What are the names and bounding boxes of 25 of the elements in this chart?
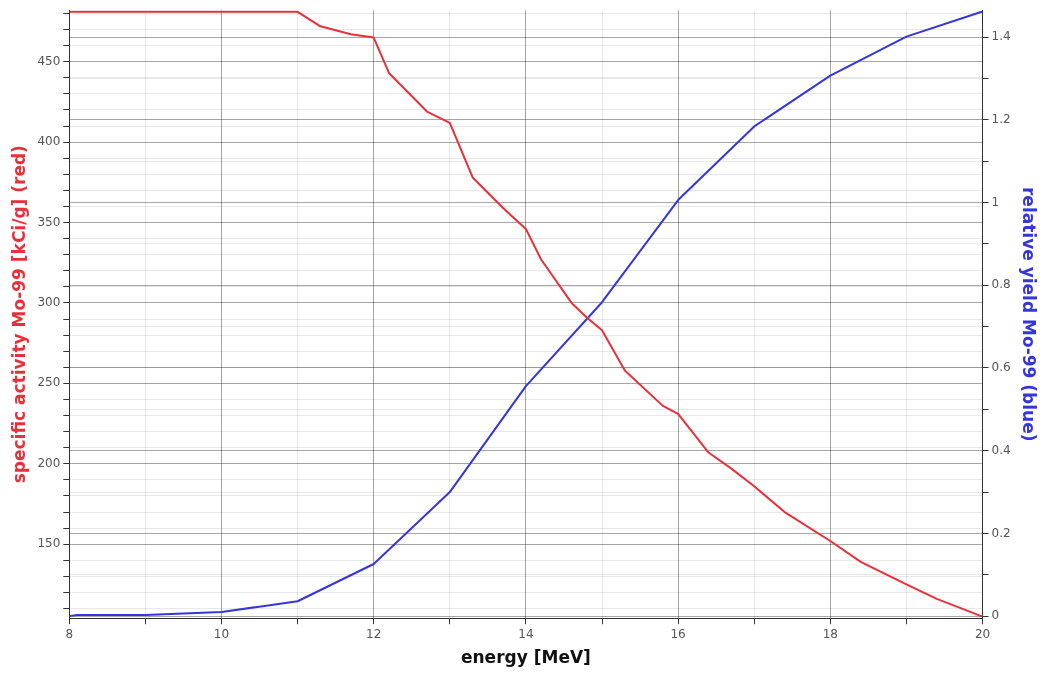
y-axis-title: specific activity Mo-99 [kCi/g] (red) bbox=[8, 145, 29, 484]
y-tick-label: 150 bbox=[37, 536, 61, 551]
y2-tick-label: 0.6 bbox=[991, 360, 1011, 375]
x-tick-label: 20 bbox=[974, 626, 991, 641]
y2-axis-title: relative yield Mo-99 (blue) bbox=[1019, 186, 1040, 442]
y-tick-label: 200 bbox=[37, 455, 61, 470]
x-tick-label: 8 bbox=[65, 626, 74, 641]
x-tick-label: 18 bbox=[822, 626, 838, 641]
x-tick-label: 12 bbox=[366, 626, 382, 641]
y2-tick-label: 0 bbox=[991, 608, 1000, 623]
y2-tick-label: 0.8 bbox=[991, 277, 1011, 292]
x-tick-label: 14 bbox=[518, 626, 534, 641]
x-tick-label: 16 bbox=[670, 626, 686, 641]
y2-tick-label: 0.4 bbox=[991, 442, 1011, 457]
y2-tick-label: 1.2 bbox=[991, 111, 1011, 126]
y-tick-label: 400 bbox=[37, 134, 61, 149]
y2-tick-label: 1 bbox=[991, 194, 1000, 209]
y2-tick-label: 1.4 bbox=[991, 29, 1011, 44]
x-axis-title: energy [MeV] bbox=[460, 647, 591, 668]
y-tick-label: 350 bbox=[37, 214, 61, 229]
y-tick-label: 250 bbox=[37, 375, 61, 390]
y-tick-label: 450 bbox=[37, 53, 61, 68]
y2-tick-label: 0.2 bbox=[991, 525, 1011, 540]
y-tick-label: 300 bbox=[37, 295, 61, 310]
x-tick-label: 10 bbox=[213, 626, 230, 641]
